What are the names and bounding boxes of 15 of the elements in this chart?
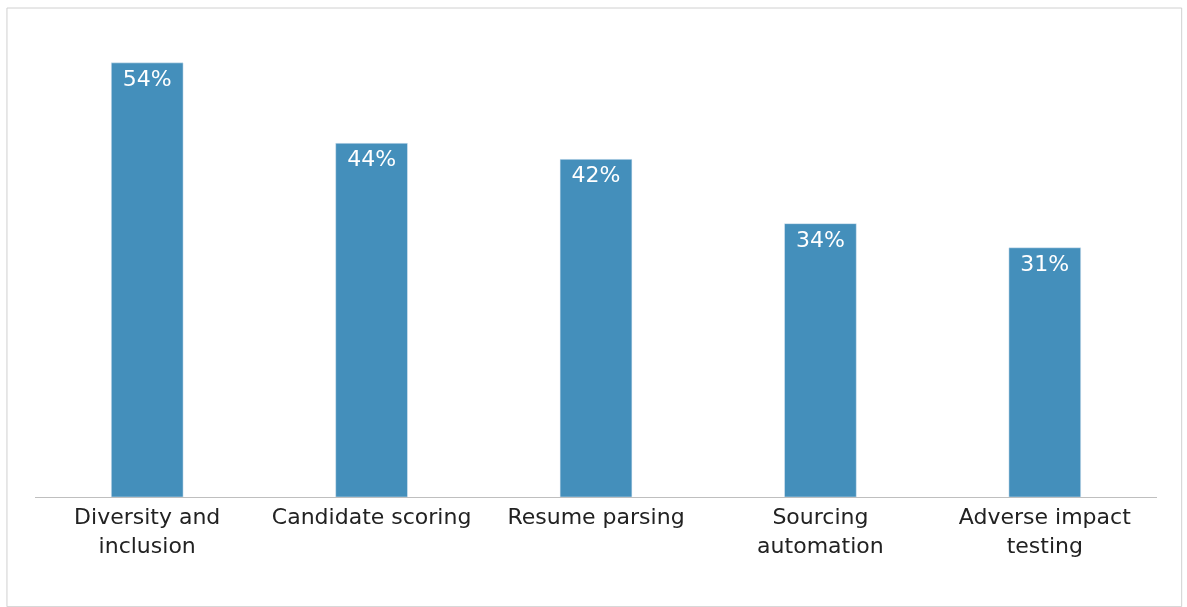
data-label: 34% (795, 226, 845, 252)
bar (559, 159, 633, 497)
bar (784, 223, 857, 497)
data-label: 54% (122, 65, 172, 91)
x-tick-label: Resume parsing (507, 504, 685, 530)
bar (335, 143, 408, 497)
data-label: 31% (1020, 250, 1070, 276)
bar (1008, 247, 1081, 497)
x-tick-label: Candidate scoring (271, 504, 472, 530)
x-tick-label: Diversity and inclusion (74, 504, 221, 558)
x-tick-label: Adverse impact testing (958, 504, 1132, 558)
bar (111, 62, 184, 497)
x-tick-label: Sourcing automation (757, 504, 884, 558)
data-label: 44% (347, 146, 397, 172)
data-label: 42% (571, 162, 621, 188)
